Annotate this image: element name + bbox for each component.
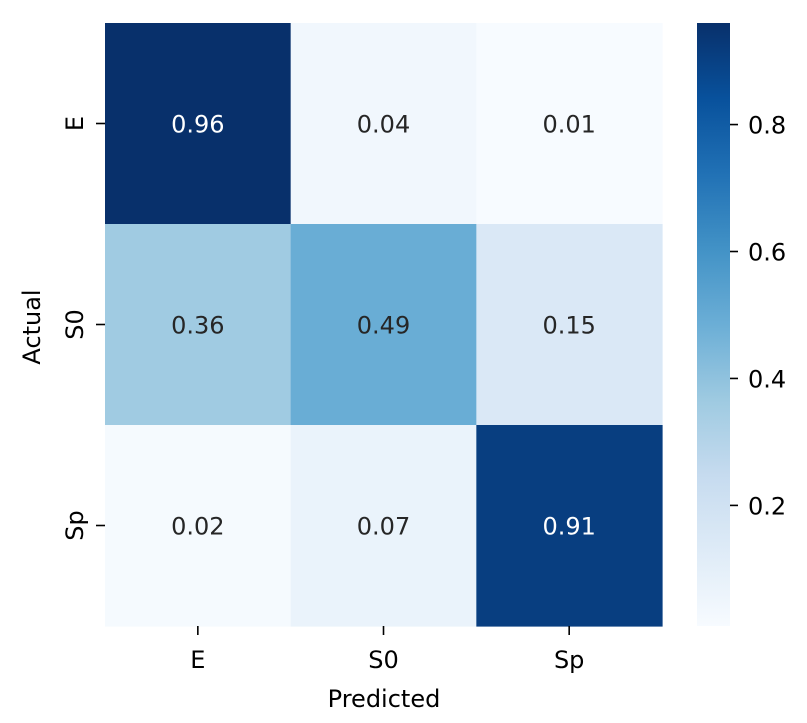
cell-value-label: 0.96 <box>171 111 224 139</box>
heatmap-cell-E-Sp <box>476 23 663 225</box>
heatmap-cell-Sp-Sp <box>476 425 663 627</box>
colorbar-tick-label: 0.6 <box>748 239 786 267</box>
heatmap-cells <box>105 23 663 627</box>
heatmap-cell-Sp-S0 <box>290 425 477 627</box>
colorbar-tick-label: 0.2 <box>748 492 786 520</box>
heatmap-cell-labels: 0.96 0.04 0.01 0.36 0.49 0.15 0.02 0.07 0.91 <box>171 111 596 541</box>
x-tick-label: E <box>190 646 205 674</box>
colorbar-tick-label: 0.4 <box>748 365 786 393</box>
cell-value-label: 0.02 <box>171 513 224 541</box>
colorbar-ticks: 0.2 0.4 0.6 0.8 <box>730 112 786 520</box>
x-axis-ticks: E S0 Sp <box>190 626 584 674</box>
cell-value-label: 0.01 <box>542 111 595 139</box>
y-tick-label: Sp <box>61 510 89 540</box>
y-tick-label: E <box>61 116 89 131</box>
heatmap-cell-E-S0 <box>290 23 477 225</box>
cell-value-label: 0.91 <box>542 513 595 541</box>
x-tick-label: S0 <box>368 646 399 674</box>
colorbar <box>697 23 730 626</box>
colorbar-tick-label: 0.8 <box>748 112 786 140</box>
heatmap-cell-S0-S0 <box>290 224 477 426</box>
y-axis-ticks: E S0 Sp <box>61 116 105 541</box>
cell-value-label: 0.15 <box>542 312 595 340</box>
heatmap-cell-E-E <box>105 23 292 225</box>
heatmap-cell-Sp-E <box>105 425 292 627</box>
y-axis-label: Actual <box>18 289 46 364</box>
cell-value-label: 0.36 <box>171 312 224 340</box>
cell-value-label: 0.49 <box>357 312 410 340</box>
heatmap-cell-S0-Sp <box>476 224 663 426</box>
y-tick-label: S0 <box>61 309 89 340</box>
x-axis-label: Predicted <box>328 685 441 713</box>
heatmap-cell-S0-E <box>105 224 292 426</box>
cell-value-label: 0.07 <box>357 513 410 541</box>
cell-value-label: 0.04 <box>357 111 410 139</box>
x-tick-label: Sp <box>554 646 584 674</box>
